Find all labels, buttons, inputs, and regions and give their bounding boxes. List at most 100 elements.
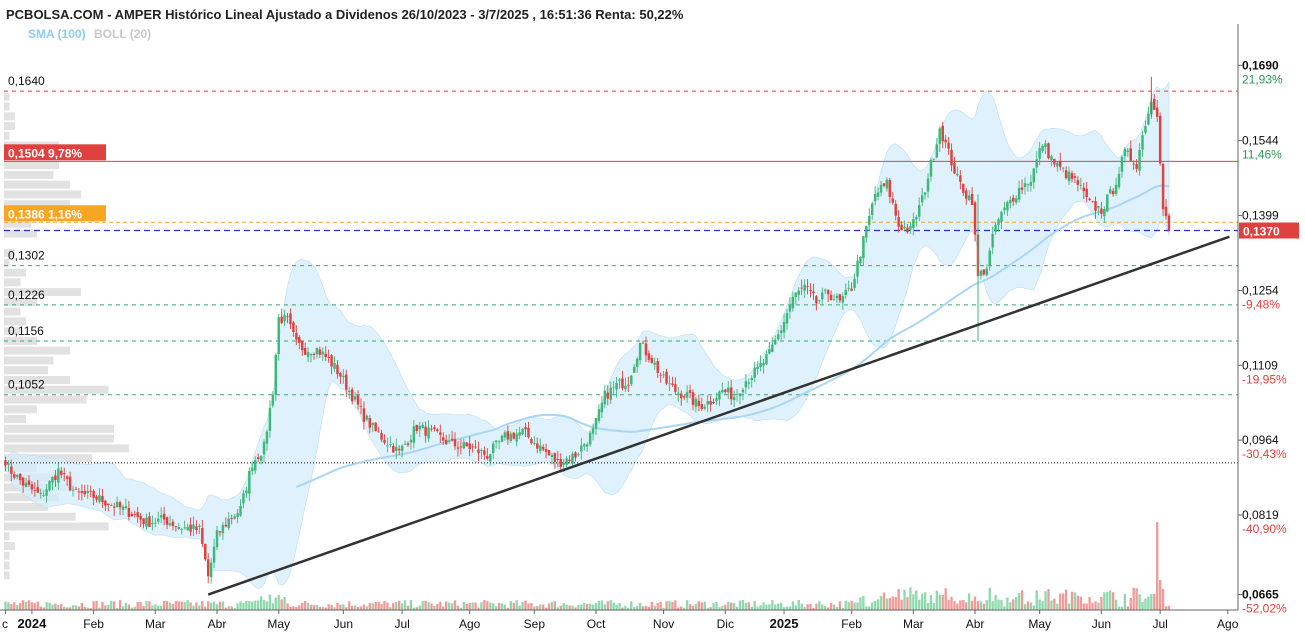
- volume-bar: [1076, 595, 1080, 610]
- candle-body: [68, 476, 72, 491]
- volume-bar: [101, 601, 104, 610]
- volume-bar: [139, 601, 142, 610]
- candle-body: [312, 353, 316, 355]
- volume-bar: [7, 602, 10, 610]
- volume-bar: [682, 607, 686, 610]
- volume-bar: [674, 600, 677, 610]
- volume-bar: [941, 594, 944, 610]
- volume-bar: [318, 606, 322, 610]
- candle-body: [706, 401, 709, 405]
- candle-body: [594, 418, 598, 429]
- candle-body: [280, 316, 283, 324]
- volume-bar: [1014, 596, 1018, 610]
- candle-body: [365, 415, 369, 420]
- candle-body: [159, 515, 163, 518]
- x-tick-label: c: [2, 617, 8, 631]
- candle-body: [465, 442, 468, 447]
- volume-bar: [215, 604, 219, 610]
- candle-body: [453, 439, 457, 447]
- candle-body: [233, 516, 236, 519]
- candle-body: [518, 432, 521, 436]
- candle-body: [953, 162, 956, 174]
- boll-indicator-label[interactable]: BOLL (20): [94, 27, 151, 41]
- level-badge-text: 0,1504 9,78%: [8, 146, 82, 160]
- candle-body: [785, 313, 789, 324]
- candle-body: [527, 427, 530, 438]
- candle-body: [865, 225, 868, 238]
- candle-body: [397, 448, 401, 451]
- volume-bar: [18, 603, 22, 610]
- sma-indicator-label[interactable]: SMA (100): [28, 27, 86, 41]
- profile-bar: [4, 434, 114, 443]
- candle-body: [286, 316, 289, 318]
- candle-body: [794, 292, 798, 298]
- candle-body: [262, 441, 266, 455]
- candle-body: [627, 384, 630, 386]
- volume-bar: [650, 601, 654, 610]
- candle-body: [1047, 143, 1050, 159]
- candle-body: [747, 382, 751, 384]
- volume-bar: [168, 602, 172, 610]
- candle-body: [277, 317, 280, 355]
- candle-body: [477, 449, 480, 454]
- volume-bar: [794, 605, 797, 610]
- candle-body: [682, 396, 686, 398]
- volume-bar: [680, 606, 683, 610]
- x-tick-label: Abr: [966, 617, 985, 631]
- candle-body: [694, 398, 698, 407]
- volume-bar: [685, 600, 689, 610]
- level-label: 0,1226: [8, 288, 45, 302]
- volume-bar: [136, 601, 139, 610]
- x-tick-label: May: [1028, 617, 1051, 631]
- profile-bar: [4, 512, 76, 521]
- volume-bar: [550, 601, 554, 610]
- candle-body: [571, 453, 574, 464]
- volume-bar: [389, 607, 392, 610]
- candle-body: [139, 515, 142, 520]
- candle-body: [292, 322, 295, 332]
- profile-bar: [4, 317, 26, 326]
- volume-bar: [656, 603, 659, 610]
- volume-bar: [624, 605, 627, 610]
- volume-bar: [74, 605, 78, 610]
- volume-bar: [1044, 591, 1047, 610]
- candle-body: [797, 290, 800, 295]
- volume-bar: [797, 600, 800, 610]
- volume-bar: [691, 605, 695, 610]
- candle-body: [615, 382, 618, 390]
- candle-body: [145, 517, 148, 527]
- candle-body: [427, 427, 430, 439]
- volume-bar: [204, 606, 207, 610]
- volume-bar: [180, 601, 183, 610]
- volume-bar: [965, 602, 968, 610]
- volume-bar: [759, 605, 762, 610]
- volume-bar: [277, 594, 280, 610]
- candle-body: [685, 392, 689, 398]
- candle-body: [630, 375, 633, 385]
- volume-bar: [95, 601, 98, 610]
- volume-bar: [365, 606, 369, 610]
- volume-bar: [988, 587, 991, 610]
- profile-bar: [4, 131, 10, 140]
- candle-body: [1123, 148, 1127, 157]
- candle-body: [7, 463, 10, 465]
- candle-body: [1155, 107, 1159, 117]
- x-tick-label: Ago: [1217, 617, 1239, 631]
- volume-bar: [195, 602, 198, 610]
- candle-body: [403, 443, 407, 445]
- candle-body: [251, 467, 254, 472]
- candle-body: [803, 284, 806, 291]
- volume-bar: [480, 602, 483, 610]
- volume-bar: [1006, 597, 1009, 610]
- candle-body: [248, 470, 251, 494]
- candle-body: [574, 452, 577, 458]
- volume-bar: [492, 603, 495, 610]
- candle-body: [371, 422, 374, 426]
- profile-bar: [4, 385, 109, 394]
- candle-body: [591, 428, 595, 434]
- volume-bar: [806, 604, 809, 610]
- x-tick-label: Feb: [841, 617, 862, 631]
- volume-bar: [218, 601, 222, 610]
- candle-body: [15, 474, 19, 477]
- volume-bar: [368, 603, 371, 610]
